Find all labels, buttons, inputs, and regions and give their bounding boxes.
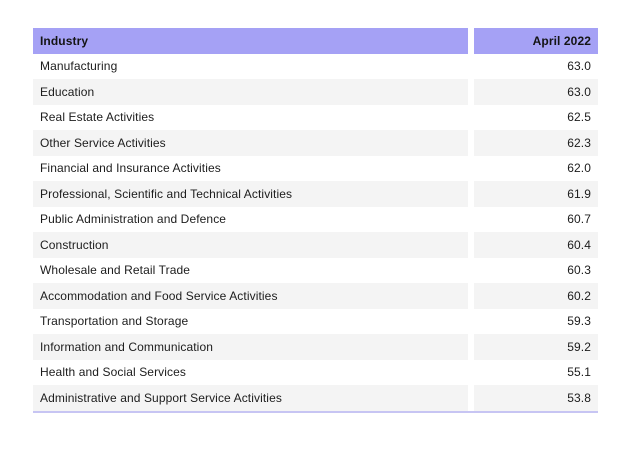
value-cell: 62.5: [474, 104, 598, 130]
industry-cell: Education: [33, 79, 468, 105]
table-row: Real Estate Activities 62.5: [33, 104, 598, 130]
table-row: Other Service Activities 62.3: [33, 130, 598, 156]
value-column-header: April 2022: [474, 28, 598, 54]
value-cell: 60.2: [474, 283, 598, 309]
table-row: Public Administration and Defence 60.7: [33, 206, 598, 232]
table-row: Administrative and Support Service Activ…: [33, 385, 598, 411]
industry-cell: Accommodation and Food Service Activitie…: [33, 283, 468, 309]
table-row: Wholesale and Retail Trade 60.3: [33, 257, 598, 283]
industry-table: Industry April 2022 Manufacturing 63.0 Edu…: [33, 28, 598, 413]
industry-cell: Financial and Insurance Activities: [33, 155, 468, 181]
industry-cell: Public Administration and Defence: [33, 206, 468, 232]
table-row: Financial and Insurance Activities 62.0: [33, 155, 598, 181]
value-cell: 61.9: [474, 181, 598, 207]
value-cell: 59.2: [474, 334, 598, 360]
industry-cell: Other Service Activities: [33, 130, 468, 156]
table-header-row: Industry April 2022: [33, 28, 598, 54]
table-row: Manufacturing 63.0: [33, 53, 598, 79]
table-row: Professional, Scientific and Technical A…: [33, 181, 598, 207]
industry-cell: Professional, Scientific and Technical A…: [33, 181, 468, 207]
value-cell: 60.7: [474, 206, 598, 232]
industry-cell: Construction: [33, 232, 468, 258]
industry-column-header: Industry: [33, 28, 468, 54]
table-row: Accommodation and Food Service Activitie…: [33, 283, 598, 309]
value-cell: 60.4: [474, 232, 598, 258]
value-cell: 62.3: [474, 130, 598, 156]
value-cell: 60.3: [474, 257, 598, 283]
value-cell: 59.3: [474, 308, 598, 334]
table-row: Transportation and Storage 59.3: [33, 308, 598, 334]
value-cell: 53.8: [474, 385, 598, 411]
industry-cell: Manufacturing: [33, 53, 468, 79]
table-row: Construction 60.4: [33, 232, 598, 258]
value-cell: 55.1: [474, 359, 598, 385]
industry-cell: Transportation and Storage: [33, 308, 468, 334]
industry-cell: Information and Communication: [33, 334, 468, 360]
value-cell: 63.0: [474, 79, 598, 105]
industry-cell: Real Estate Activities: [33, 104, 468, 130]
value-cell: 63.0: [474, 53, 598, 79]
table-body: Manufacturing 63.0 Education 63.0 Real Estat…: [33, 53, 598, 411]
table-row: Education 63.0: [33, 79, 598, 105]
table-row: Health and Social Services 55.1: [33, 359, 598, 385]
industry-cell: Administrative and Support Service Activ…: [33, 385, 468, 411]
table-row: Information and Communication 59.2: [33, 334, 598, 360]
value-cell: 62.0: [474, 155, 598, 181]
industry-cell: Health and Social Services: [33, 359, 468, 385]
industry-cell: Wholesale and Retail Trade: [33, 257, 468, 283]
